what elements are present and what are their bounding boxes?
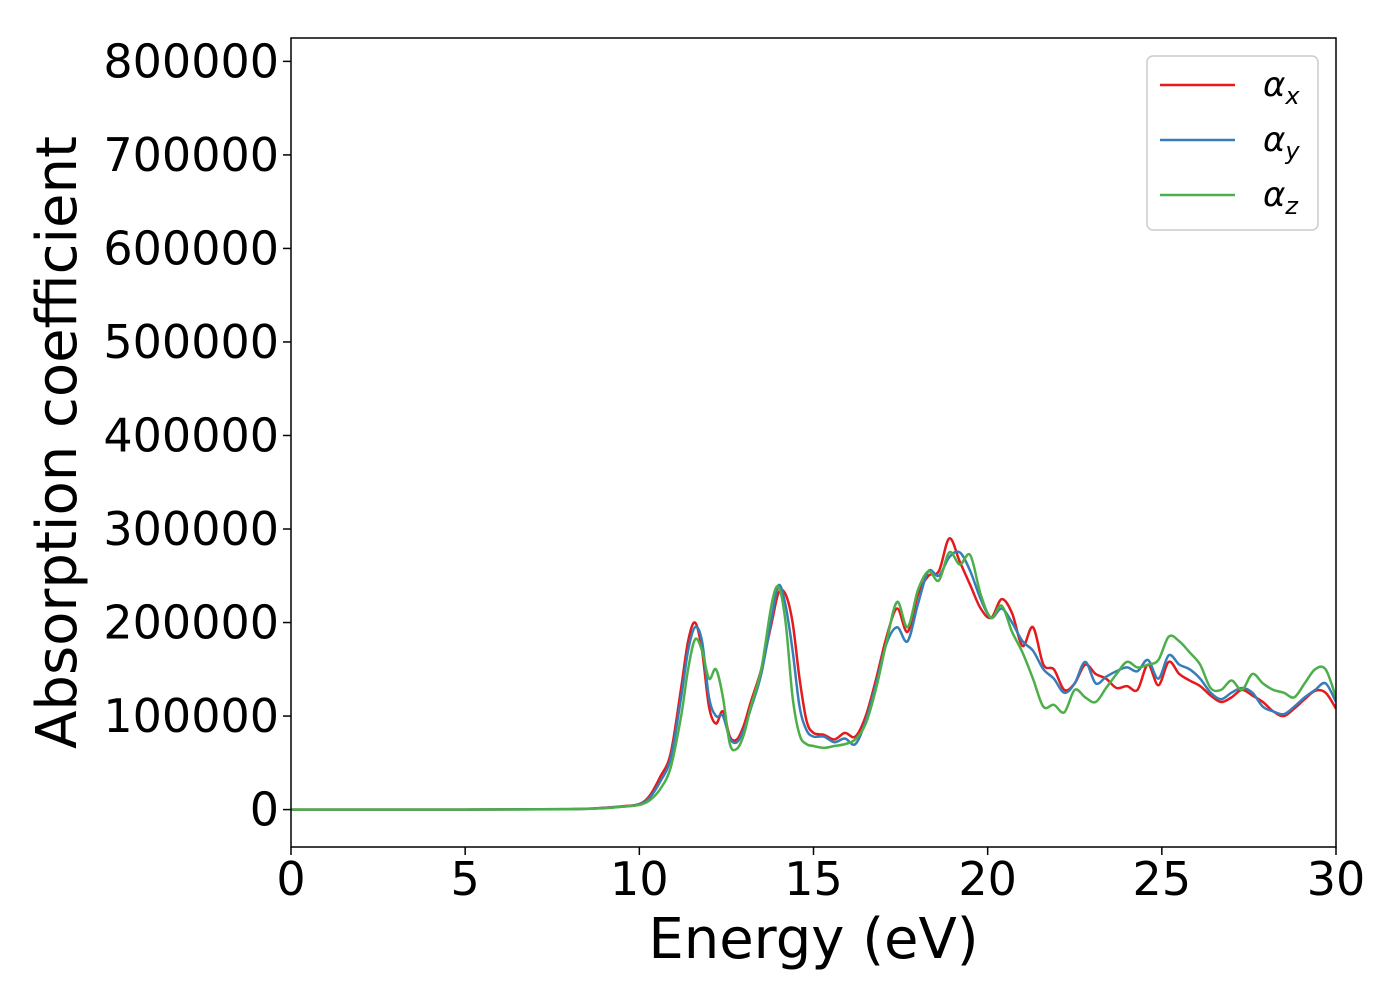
y-tick-label: 0 — [250, 783, 279, 837]
x-tick-label: 0 — [276, 852, 305, 906]
x-axis: 0 5 10 15 20 25 30 — [276, 847, 1365, 906]
y-tick-label: 800000 — [103, 34, 279, 88]
legend-label-y: αy — [1263, 120, 1300, 165]
y-tick-label: 200000 — [103, 596, 279, 650]
x-tick-label: 10 — [610, 852, 669, 906]
x-tick-label: 20 — [958, 852, 1017, 906]
y-tick-label: 100000 — [103, 689, 279, 743]
y-tick-label: 400000 — [103, 408, 279, 462]
series-lines — [291, 537, 1336, 811]
x-axis-title: Energy (eV) — [648, 907, 978, 972]
series-line-y — [291, 550, 1336, 811]
y-tick-label: 600000 — [103, 221, 279, 275]
series-line-z — [291, 550, 1336, 811]
legend-label-x: αx — [1263, 65, 1300, 110]
legend-box — [1146, 55, 1319, 231]
legend-label-z: αz — [1263, 175, 1299, 220]
y-tick-label: 500000 — [103, 315, 279, 369]
series-line-x — [291, 537, 1336, 811]
x-tick-label: 15 — [784, 852, 843, 906]
y-axis-title: Absorption coefficient — [25, 136, 90, 749]
x-tick-label: 5 — [451, 852, 480, 906]
y-tick-label: 300000 — [103, 502, 279, 556]
y-axis: 0 100000 200000 300000 400000 500000 600000 700… — [103, 34, 291, 837]
x-tick-label: 30 — [1307, 852, 1366, 906]
y-tick-label: 700000 — [103, 128, 279, 182]
x-tick-label: 25 — [1133, 852, 1192, 906]
legend: αx αy αz — [1146, 55, 1319, 231]
